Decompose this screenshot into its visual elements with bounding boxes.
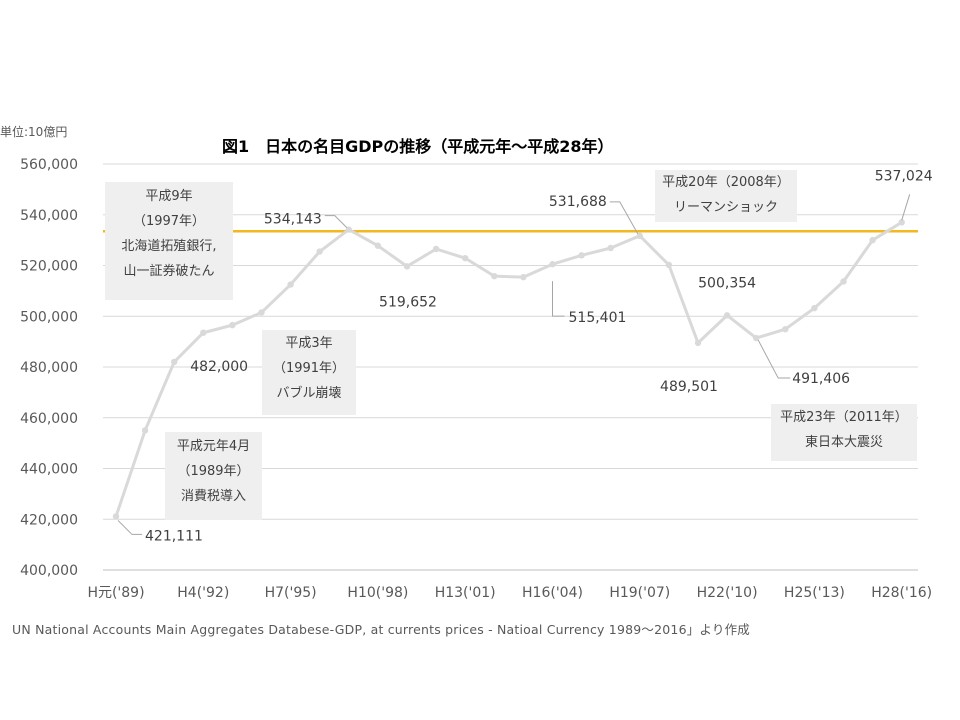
x-tick-label: H28('16)	[871, 585, 932, 601]
data-point	[840, 278, 847, 285]
data-point	[665, 261, 673, 269]
data-label: 491,406	[792, 371, 850, 387]
y-tick-label: 440,000	[20, 462, 78, 478]
x-tick-label: H7('95)	[265, 585, 317, 601]
data-point	[898, 219, 905, 226]
data-point	[171, 358, 178, 366]
data-point	[258, 309, 265, 316]
annotation-line: 平成23年（2011年）	[780, 410, 908, 425]
annotation-line: バブル崩壊	[276, 386, 342, 401]
data-point	[549, 261, 556, 268]
data-point	[636, 232, 643, 240]
data-point	[811, 304, 818, 312]
x-axis: H元('89) H4('92) H7('95) H10('98) H13('01) H16…	[87, 585, 932, 601]
y-tick-label: 420,000	[20, 512, 78, 528]
annotation-line: （1989年）	[177, 464, 250, 479]
data-label: 531,688	[549, 194, 607, 210]
unit-label: 単位:10億円	[0, 124, 67, 139]
data-point	[403, 263, 411, 270]
data-point	[782, 325, 789, 333]
annotation-line: 山一証券破たん	[123, 264, 215, 279]
annotation-2011-earthquake: 平成23年（2011年） 東日本大震災	[771, 404, 917, 461]
data-point	[374, 242, 382, 249]
data-point	[287, 281, 294, 288]
data-label: 537,024	[875, 168, 933, 184]
data-point	[141, 427, 149, 434]
y-tick-label: 560,000	[20, 157, 78, 173]
y-tick-label: 400,000	[20, 563, 78, 579]
annotation-line: リーマンショック	[673, 200, 778, 215]
data-point	[753, 334, 760, 342]
x-tick-label: H25('13)	[784, 585, 845, 601]
data-point	[316, 248, 323, 255]
label-leader-line	[757, 339, 791, 379]
annotation-1991-bubble-burst: 平成3年 （1991年） バブル崩壊	[262, 330, 356, 415]
data-label: 519,652	[379, 294, 437, 310]
label-leader-line	[324, 215, 348, 228]
data-label: 515,401	[569, 310, 627, 326]
data-point	[723, 312, 731, 319]
source-note: UN National Accounts Main Aggregates Dat…	[12, 622, 750, 637]
x-tick-label: H4('92)	[177, 585, 229, 601]
annotation-line: 消費税導入	[180, 489, 246, 504]
label-leader-line	[552, 281, 565, 317]
annotation-line: 平成9年	[145, 189, 193, 204]
annotation-line: 北海道拓殖銀行,	[121, 239, 217, 254]
x-tick-label: H22('10)	[697, 585, 758, 601]
x-tick-label: H元('89)	[87, 585, 144, 601]
data-label: 500,354	[698, 275, 756, 291]
data-point	[694, 339, 702, 347]
annotation-2008-lehman-shock: 平成20年（2008年） リーマンショック	[655, 170, 797, 222]
annotation-line: 平成3年	[285, 336, 333, 351]
data-point	[869, 236, 876, 244]
data-label: 482,000	[190, 359, 248, 375]
data-point	[432, 245, 440, 253]
annotation-line: 平成元年4月	[176, 439, 251, 454]
y-tick-label: 500,000	[20, 309, 78, 325]
data-point	[491, 272, 498, 280]
data-point	[578, 252, 585, 259]
data-point	[200, 329, 207, 336]
x-tick-label: H10('98)	[347, 585, 408, 601]
label-leader-line	[117, 520, 142, 535]
y-tick-label: 480,000	[20, 360, 78, 376]
annotation-1989-consumption-tax: 平成元年4月 （1989年） 消費税導入	[165, 432, 262, 520]
label-leader-line	[901, 194, 911, 221]
data-point	[229, 321, 236, 329]
x-tick-label: H19('07)	[609, 585, 670, 601]
series-line	[114, 221, 903, 517]
chart-title: 図1 日本の名目GDPの推移（平成元年～平成28年）	[222, 137, 614, 156]
y-axis: 400,000 420,000 440,000 460,000 480,000 500,0…	[20, 157, 78, 579]
x-tick-label: H16('04)	[522, 585, 583, 601]
data-point	[462, 254, 469, 262]
annotation-line: 平成20年（2008年）	[662, 175, 790, 190]
x-tick-label: H13('01)	[435, 585, 496, 601]
annotation-1997-financial-crisis: 平成9年 （1997年） 北海道拓殖銀行, 山一証券破たん	[105, 182, 233, 300]
label-leader-line	[609, 201, 639, 235]
y-tick-label: 520,000	[20, 259, 78, 275]
data-label: 489,501	[660, 379, 718, 395]
data-labels: 421,111 482,000 534,143 519,652 515,401 531,6…	[117, 168, 933, 544]
y-tick-label: 460,000	[20, 411, 78, 427]
data-label: 534,143	[264, 212, 322, 228]
data-point	[520, 273, 527, 281]
annotation-line: （1997年）	[132, 214, 206, 229]
annotation-line: 東日本大震災	[804, 435, 883, 450]
data-label: 421,111	[145, 528, 203, 544]
series-gdp	[112, 219, 905, 520]
annotation-line: （1991年）	[272, 361, 346, 376]
data-point	[112, 513, 120, 520]
y-tick-label: 540,000	[20, 208, 78, 224]
data-point	[345, 226, 352, 233]
data-point	[607, 244, 614, 252]
